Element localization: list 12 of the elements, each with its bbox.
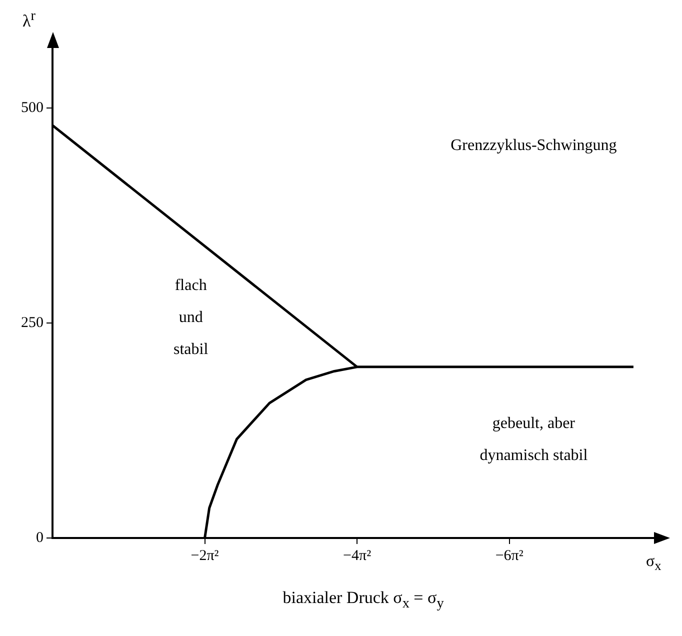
annotation: gebeult, aber dynamisch stabil: [480, 414, 588, 466]
y-tick-label: 250: [21, 315, 44, 332]
y-tick-label: 500: [21, 100, 44, 116]
text: σ$_{x}$: [646, 552, 662, 576]
x-tick-label: −4π²: [343, 548, 372, 564]
x-tick-label: −6π²: [495, 548, 524, 564]
y-tick-label: 0: [36, 530, 44, 546]
y-axis-title: λ$^{r}$: [22, 8, 36, 32]
x-tick-label: −2π²: [190, 548, 220, 564]
annotation: flach und stabil: [174, 276, 208, 360]
annotation: Grenzzyklus-Schwingung: [450, 136, 617, 156]
x-axis-title: biaxialer Druck σ$_{x}$ = σ$_{y}$: [282, 588, 445, 612]
